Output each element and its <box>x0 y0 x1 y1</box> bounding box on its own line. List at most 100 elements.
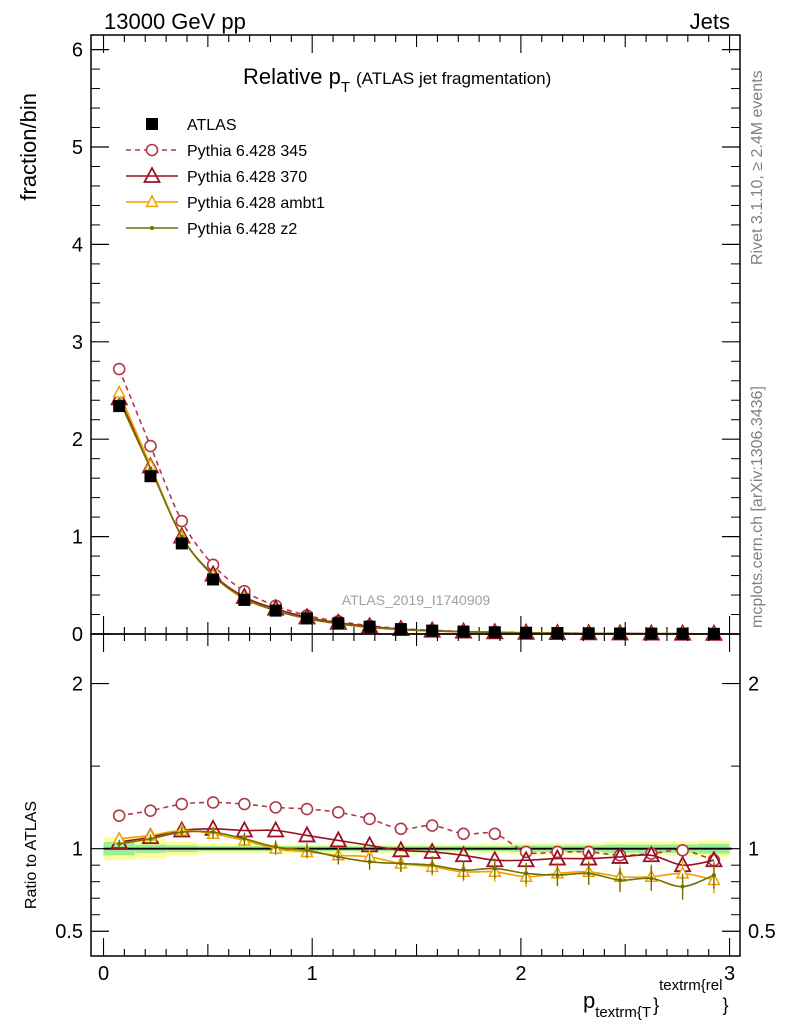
ratio-point-0 <box>206 796 220 809</box>
main-ytick-label: 3 <box>72 332 83 354</box>
ratio-point-1 <box>642 845 661 863</box>
mcplots-credit: mcplots.cern.ch [arXiv:1306.3436] <box>749 386 766 628</box>
ratio-point-3 <box>179 830 184 835</box>
ratio-point-0 <box>425 819 439 832</box>
main-point-0 <box>144 470 157 483</box>
main-point-0 <box>520 626 533 639</box>
ratio-ytick-label-right: 1 <box>748 839 759 861</box>
ratio-point-3 <box>211 830 216 835</box>
main-point-0 <box>175 537 188 550</box>
main-point-0 <box>207 573 220 586</box>
main-ylabel: fraction/bin <box>16 93 41 201</box>
ratio-point-3 <box>618 878 623 883</box>
ratio-ytick-label: 0.5 <box>55 921 83 943</box>
header-left: 13000 GeV pp <box>104 9 246 34</box>
ratio-ytick-label-right: 0.5 <box>748 921 776 943</box>
ratio-point-0 <box>457 827 470 841</box>
ratio-point-0 <box>488 827 502 841</box>
analysis-label: ATLAS_2019_I1740909 <box>342 592 491 608</box>
ratio-point-3 <box>649 876 654 881</box>
main-ytick-label: 0 <box>72 624 83 646</box>
legend-label: Pythia 6.428 345 <box>187 143 307 160</box>
main-panel: 0 1 2 3 4 5 6 fraction/bin Relative pT (ATLAS j… <box>16 34 741 646</box>
ratio-ytick-label-right: 2 <box>748 674 759 696</box>
ratio-point-0 <box>394 822 408 836</box>
ratio-point-1 <box>611 847 630 864</box>
legend-label: Pythia 6.428 z2 <box>187 221 297 238</box>
ratio-series <box>110 796 723 900</box>
legend-marker <box>150 226 154 230</box>
main-point-0 <box>332 617 345 630</box>
ratio-point-3 <box>555 873 560 878</box>
ratio-point-3 <box>492 866 497 871</box>
main-point-1 <box>175 514 189 528</box>
ratio-xtick-label: 3 <box>724 963 735 985</box>
ratio-point-3 <box>461 868 466 873</box>
legend: ATLAS Pythia 6.428 345 Pythia 6.428 370 Pyt… <box>126 117 325 238</box>
ratio-point-3 <box>304 848 309 853</box>
ratio-point-0 <box>144 804 157 817</box>
ratio-point-0 <box>300 802 314 816</box>
ratio-line-3 <box>119 830 715 888</box>
ratio-axes: 0.5 0.5 1 1 2 2 0 1 2 3 <box>55 634 776 985</box>
ratio-point-1 <box>329 830 348 848</box>
main-point-0 <box>551 627 564 640</box>
legend-label: ATLAS <box>187 117 237 134</box>
ratio-ylabel: Ratio to ATLAS <box>23 801 40 909</box>
ratio-point-1 <box>297 825 316 843</box>
main-point-0 <box>269 604 282 617</box>
ratio-point-3 <box>680 884 685 889</box>
ratio-xtick-label: 0 <box>98 963 109 985</box>
ratio-line-1 <box>119 828 715 867</box>
ratio-point-3 <box>430 863 435 868</box>
main-ytick-label: 6 <box>72 40 83 62</box>
main-point-4 <box>148 466 153 471</box>
main-point-3 <box>112 384 126 398</box>
ratio-ytick-label: 2 <box>72 674 83 696</box>
main-axes: 0 1 2 3 4 5 6 <box>72 35 740 646</box>
main-title: Relative pT (ATLAS jet fragmentation) <box>243 64 551 96</box>
main-ytick-label: 4 <box>72 234 83 256</box>
ratio-point-3 <box>148 836 153 841</box>
legend-entry: Pythia 6.428 z2 <box>126 221 297 238</box>
legend-label: Pythia 6.428 370 <box>187 169 307 186</box>
ratio-point-3 <box>586 871 591 876</box>
main-point-0 <box>394 623 407 636</box>
ratio-point-0 <box>112 809 126 822</box>
ratio-point-1 <box>266 820 285 838</box>
main-point-0 <box>300 612 313 625</box>
ratio-xtick-label: 1 <box>307 963 318 985</box>
legend-marker <box>146 118 158 130</box>
ratio-point-3 <box>273 845 278 850</box>
main-ytick-label: 5 <box>72 137 83 159</box>
ratio-xtick-label: 2 <box>515 963 526 985</box>
x-axis-label: ptextrm{T}textrm{rel} <box>583 977 728 1021</box>
ratio-point-0 <box>238 797 251 811</box>
ratio-point-3 <box>117 841 122 846</box>
ratio-point-0 <box>676 844 689 857</box>
ratio-point-0 <box>175 797 189 811</box>
ratio-uncertainty-bands <box>103 837 732 861</box>
legend-label: Pythia 6.428 ambt1 <box>187 195 325 212</box>
main-point-0 <box>488 626 501 639</box>
ratio-point-3 <box>242 836 247 841</box>
main-ytick-label: 1 <box>72 527 83 549</box>
rivet-version: Rivet 3.1.10, ≥ 2.4M events <box>749 70 766 265</box>
main-point-0 <box>457 625 470 638</box>
ratio-panel: 0.5 0.5 1 1 2 2 0 1 2 3 Ratio to ATLAS ptextrm{T}… <box>23 633 776 1021</box>
main-point-1 <box>112 362 126 376</box>
legend-entry: Pythia 6.428 370 <box>126 166 307 186</box>
ratio-point-3 <box>711 873 716 878</box>
legend-marker <box>145 143 159 157</box>
ratio-point-0 <box>331 806 345 819</box>
ratio-point-0 <box>363 812 376 826</box>
header-right: Jets <box>690 9 730 34</box>
main-ytick-label: 2 <box>72 429 83 451</box>
ratio-frame <box>90 633 741 957</box>
main-series <box>110 362 723 641</box>
main-point-0 <box>238 593 251 606</box>
main-point-0 <box>426 624 439 637</box>
main-point-0 <box>363 620 376 633</box>
legend-marker <box>145 194 159 208</box>
